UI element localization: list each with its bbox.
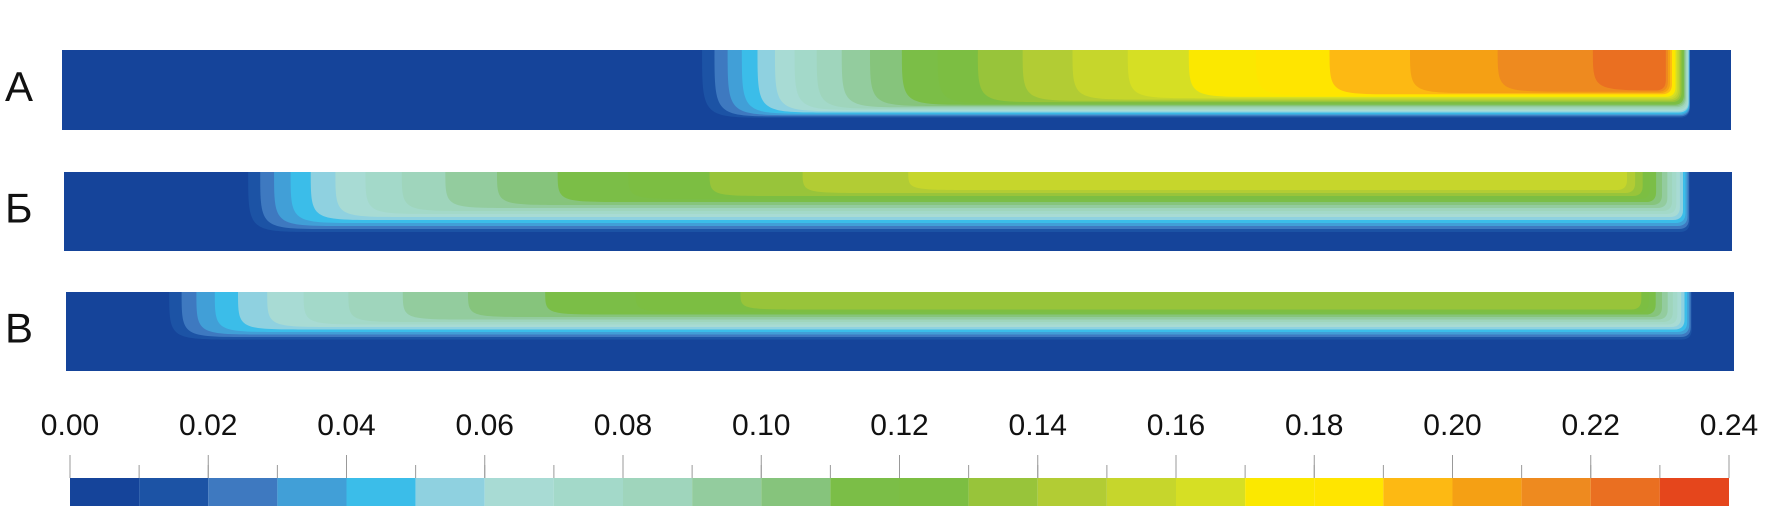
panel-outlet (1696, 172, 1732, 251)
colorbar-segment (1176, 478, 1246, 506)
colorbar-segment (692, 478, 762, 506)
tick-label: 0.10 (732, 409, 790, 442)
panel-outlet (1696, 50, 1731, 130)
colorbar-segment (761, 478, 831, 506)
colorbar-segment (1590, 478, 1660, 506)
panel-outlet (1698, 292, 1734, 371)
colorbar-segment (1314, 478, 1384, 506)
contour-level (1592, 50, 1666, 91)
panel-label: А (5, 63, 33, 110)
colorbar-segment (346, 478, 416, 506)
colorbar-segment (277, 478, 347, 506)
colorbar-segment (1521, 478, 1591, 506)
colorbar-segment (484, 478, 554, 506)
colorbar-segment (139, 478, 209, 506)
contour-level (740, 292, 1642, 310)
tick-label: 0.06 (456, 409, 514, 442)
tick-label: 0.08 (594, 409, 652, 442)
tick-label: 0.16 (1147, 409, 1205, 442)
tick-label: 0.20 (1423, 409, 1481, 442)
panel-label: Б (5, 185, 33, 232)
panel-label: В (5, 305, 33, 352)
contour-level (908, 172, 1627, 190)
tick-label: 0.00 (41, 409, 99, 442)
tick-label: 0.18 (1285, 409, 1343, 442)
colorbar-segment (830, 478, 900, 506)
colorbar-segment (415, 478, 485, 506)
tick-label: 0.02 (179, 409, 237, 442)
colorbar-segment (1659, 478, 1729, 506)
tick-label: 0.04 (317, 409, 375, 442)
colorbar-segment (899, 478, 969, 506)
colorbar-segment (553, 478, 623, 506)
colorbar-segment (1245, 478, 1315, 506)
colorbar-segment (70, 478, 140, 506)
colorbar-segment (208, 478, 278, 506)
colorbar-segment (1037, 478, 1107, 506)
tick-label: 0.14 (1009, 409, 1067, 442)
tick-label: 0.24 (1700, 409, 1758, 442)
tick-label: 0.12 (870, 409, 928, 442)
colorbar-segment (1383, 478, 1453, 506)
contour-panel (66, 292, 1734, 371)
colorbar-segment (968, 478, 1038, 506)
colorbar-segment (1106, 478, 1176, 506)
tick-label: 0.22 (1562, 409, 1620, 442)
colorbar-segment (623, 478, 693, 506)
contour-panel (62, 50, 1731, 130)
contour-panel (64, 172, 1732, 251)
colorbar-segment (1452, 478, 1522, 506)
